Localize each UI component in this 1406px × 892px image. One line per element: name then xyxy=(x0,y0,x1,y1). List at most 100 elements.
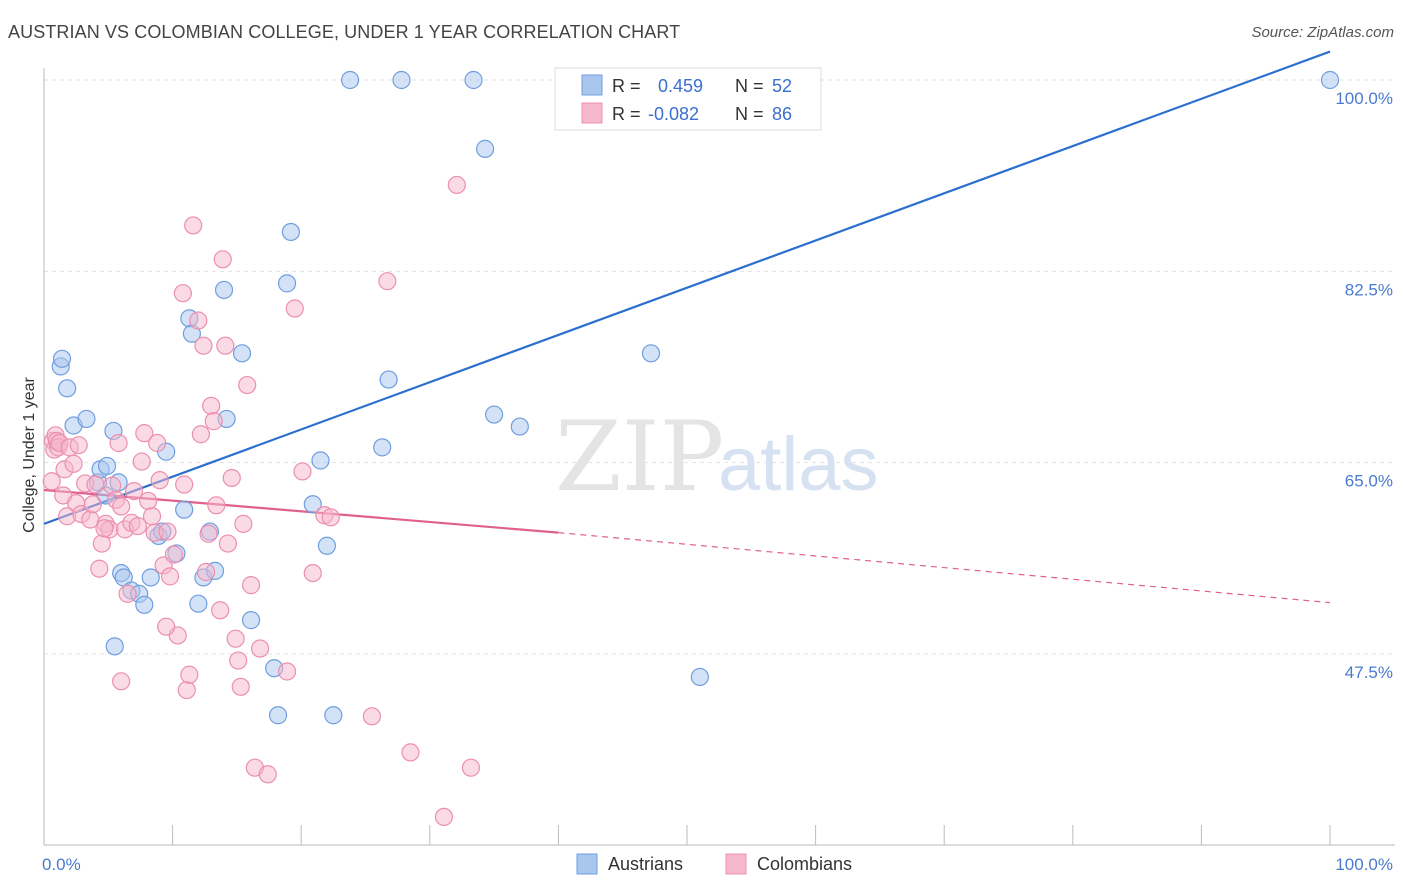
point-colombians-66 xyxy=(238,375,257,395)
trendline-extension-colombians xyxy=(558,532,1331,604)
point-austrians-1 xyxy=(52,349,72,368)
point-austrians-43 xyxy=(379,370,398,389)
grid-lines xyxy=(44,79,1395,655)
point-colombians-73 xyxy=(293,462,312,481)
point-colombians-31 xyxy=(128,516,147,536)
point-colombians-85 xyxy=(95,519,114,538)
trendline-austrians xyxy=(43,50,1331,525)
point-colombians-34 xyxy=(139,491,158,511)
point-colombians-25 xyxy=(109,433,128,453)
point-colombians-80 xyxy=(434,807,454,827)
point-colombians-77 xyxy=(362,707,382,726)
point-austrians-37 xyxy=(303,495,322,514)
point-colombians-64 xyxy=(231,677,250,696)
point-austrians-4 xyxy=(77,409,96,429)
bottom-legend-label-colombians: Colombians xyxy=(757,854,852,874)
y-tick-label-0: 100.0% xyxy=(1335,89,1393,108)
point-colombians-38 xyxy=(150,471,169,490)
point-colombians-35 xyxy=(142,507,162,526)
y-tick-label-1: 82.5% xyxy=(1345,280,1393,299)
legend-r-value-colombians: -0.082 xyxy=(648,104,699,124)
chart-title: AUSTRIAN VS COLOMBIAN COLLEGE, UNDER 1 Y… xyxy=(8,22,681,42)
point-austrians-50 xyxy=(690,667,709,687)
legend-n-label-colombians: N = xyxy=(735,104,764,124)
data-points xyxy=(42,70,1340,827)
point-colombians-56 xyxy=(207,496,226,515)
source-label: Source: ZipAtlas.com xyxy=(1251,24,1394,41)
y-tick-label-3: 47.5% xyxy=(1345,663,1393,682)
point-colombians-19 xyxy=(90,559,109,578)
point-austrians-39 xyxy=(317,536,337,555)
x-tick-labels: 0.0% 100.0% xyxy=(42,855,1393,874)
point-colombians-49 xyxy=(189,311,208,330)
point-colombians-71 xyxy=(277,662,297,681)
point-austrians-25 xyxy=(189,594,208,613)
y-tick-labels: 100.0% 82.5% 65.0% 47.5% xyxy=(1335,89,1393,682)
point-austrians-2 xyxy=(58,379,77,398)
legend-r-label-austrians: R = xyxy=(612,76,641,96)
point-colombians-45 xyxy=(175,475,194,494)
point-austrians-48 xyxy=(510,417,529,436)
point-colombians-28 xyxy=(118,584,137,603)
point-colombians-44 xyxy=(173,284,192,303)
point-colombians-81 xyxy=(447,175,466,195)
y-tick-label-2: 65.0% xyxy=(1345,472,1393,491)
x-tick-label-0: 0.0% xyxy=(42,855,81,874)
point-colombians-67 xyxy=(241,576,261,595)
point-colombians-50 xyxy=(191,425,210,444)
point-colombians-52 xyxy=(196,562,216,582)
point-colombians-13 xyxy=(69,436,88,455)
legend: R = 0.459 N = 52 R = -0.082 N = 86 xyxy=(554,67,822,131)
point-austrians-44 xyxy=(392,70,411,90)
point-colombians-47 xyxy=(180,665,199,684)
point-austrians-16 xyxy=(135,595,154,614)
point-austrians-49 xyxy=(641,344,661,363)
point-colombians-78 xyxy=(378,272,397,291)
point-colombians-83 xyxy=(157,617,176,636)
point-austrians-34 xyxy=(268,706,288,725)
point-colombians-18 xyxy=(86,475,105,494)
point-colombians-76 xyxy=(321,508,340,527)
point-colombians-74 xyxy=(303,563,322,583)
point-colombians-46 xyxy=(177,680,196,700)
point-colombians-62 xyxy=(226,629,245,648)
point-colombians-0 xyxy=(42,472,61,491)
point-austrians-38 xyxy=(311,451,330,470)
point-austrians-40 xyxy=(324,706,343,725)
point-colombians-57 xyxy=(211,601,230,620)
bottom-legend: Austrians Colombians xyxy=(576,853,852,875)
point-austrians-47 xyxy=(485,405,504,424)
point-colombians-65 xyxy=(234,514,253,533)
legend-swatch-colombians xyxy=(581,102,603,124)
point-austrians-29 xyxy=(214,280,234,300)
legend-r-value-austrians: 0.459 xyxy=(658,76,703,96)
point-austrians-45 xyxy=(464,70,483,90)
point-colombians-11 xyxy=(64,454,83,473)
point-colombians-59 xyxy=(216,336,235,355)
point-colombians-40 xyxy=(158,522,177,541)
point-colombians-53 xyxy=(199,524,218,543)
point-colombians-60 xyxy=(218,534,237,553)
point-colombians-72 xyxy=(285,299,304,318)
legend-n-label-austrians: N = xyxy=(735,76,764,96)
point-colombians-84 xyxy=(112,672,131,691)
point-austrians-42 xyxy=(373,438,392,457)
point-austrians-22 xyxy=(175,500,194,519)
watermark-zip: ZIP xyxy=(555,401,724,513)
point-colombians-37 xyxy=(148,433,167,453)
axes xyxy=(43,68,1395,846)
x-tick-label-1: 100.0% xyxy=(1335,855,1393,874)
point-austrians-41 xyxy=(340,70,360,90)
bottom-legend-swatch-colombians xyxy=(725,853,747,875)
point-austrians-17 xyxy=(141,568,160,587)
point-colombians-55 xyxy=(204,412,223,431)
point-colombians-41 xyxy=(160,567,180,586)
point-colombians-63 xyxy=(229,651,248,670)
legend-n-value-colombians: 86 xyxy=(772,104,792,124)
legend-n-value-austrians: 52 xyxy=(772,76,792,96)
watermark: ZIP atlas xyxy=(555,401,879,513)
point-colombians-61 xyxy=(222,468,241,488)
point-colombians-26 xyxy=(112,497,131,516)
point-austrians-8 xyxy=(97,456,117,476)
